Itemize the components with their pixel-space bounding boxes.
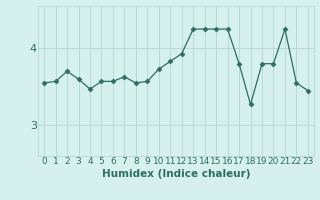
X-axis label: Humidex (Indice chaleur): Humidex (Indice chaleur) — [102, 169, 250, 179]
